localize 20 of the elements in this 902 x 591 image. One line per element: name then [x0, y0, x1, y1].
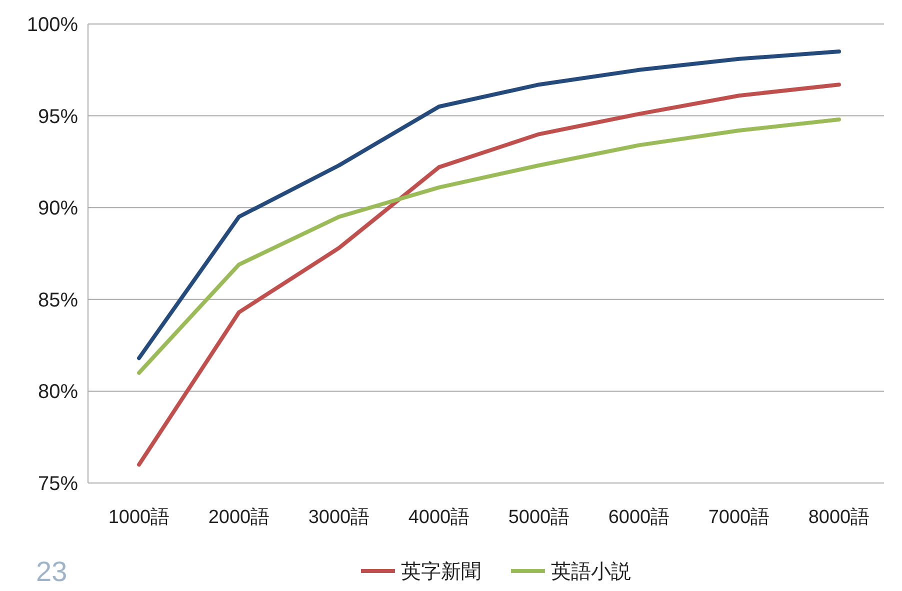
x-tick-label: 3000語: [308, 507, 370, 528]
line-series: [137, 117, 841, 375]
line-series: [137, 50, 841, 360]
y-tick-label: 80%: [38, 381, 78, 404]
x-tick-label: 2000語: [208, 507, 270, 528]
x-tick-label: 5000語: [508, 507, 570, 528]
y-tick-label: 75%: [38, 473, 78, 495]
legend-label: 英語小説: [551, 561, 631, 583]
legend-label: 英字新聞: [401, 560, 481, 583]
x-tick-label: 7000語: [708, 507, 770, 528]
x-tick-label: 6000語: [608, 507, 670, 528]
x-tick-label: 1000語: [108, 507, 170, 528]
x-tick-label: 8000語: [808, 507, 870, 528]
y-tick-label: 85%: [38, 289, 78, 312]
x-tick-label: 4000語: [408, 507, 470, 528]
y-tick-label: 95%: [38, 106, 78, 128]
y-tick-label: 100%: [26, 14, 78, 36]
y-tick-label: 90%: [38, 198, 78, 220]
line-series: [137, 82, 841, 467]
text: 23: [36, 556, 68, 587]
